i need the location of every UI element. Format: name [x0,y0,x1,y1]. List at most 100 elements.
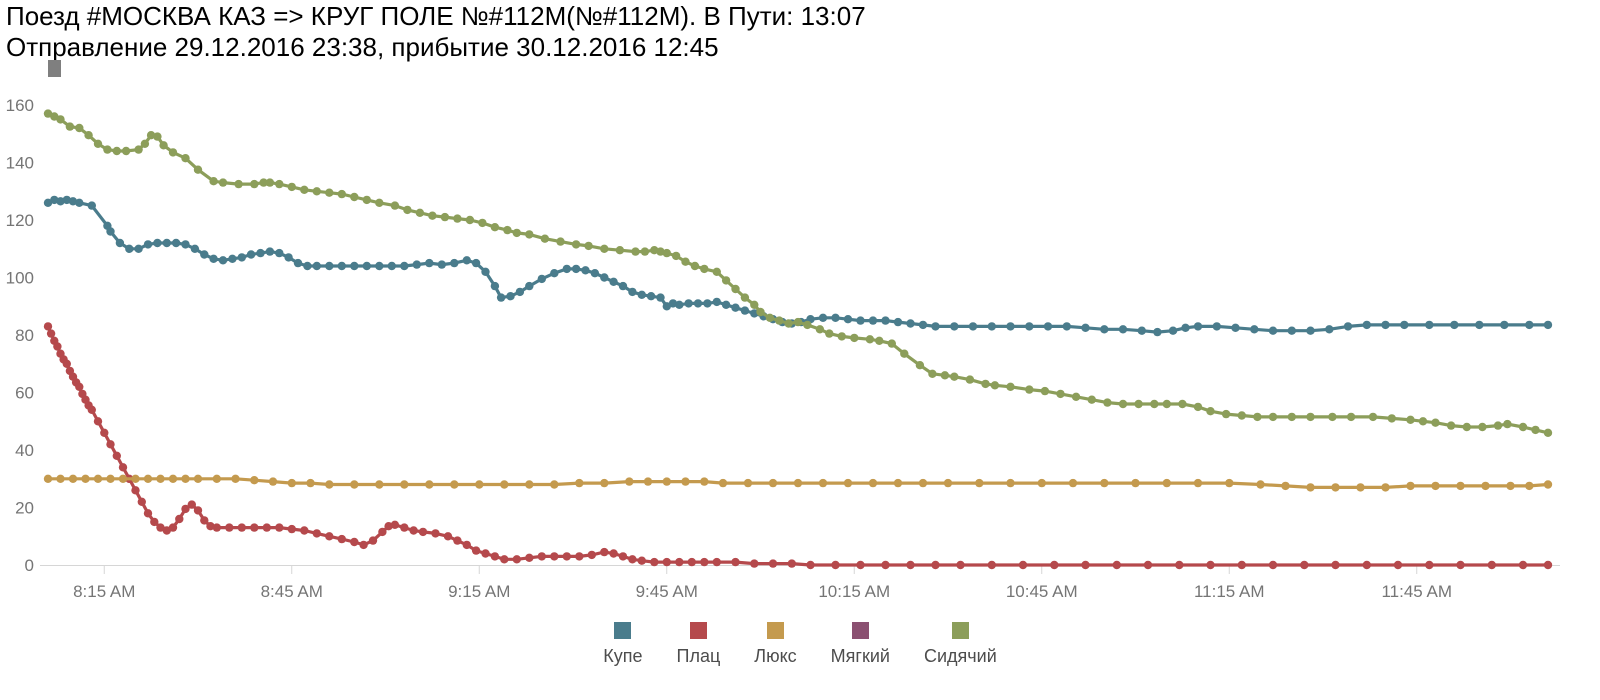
data-point-kupe[interactable] [740,306,750,315]
data-point-lyuks[interactable] [1162,478,1172,488]
data-point-sidyachiy[interactable] [287,182,296,192]
data-point-sidyachiy[interactable] [731,284,740,294]
data-point-plats[interactable] [1237,560,1247,570]
data-point-sidyachiy[interactable] [84,131,93,140]
data-point-lyuks[interactable] [143,474,153,483]
data-point-sidyachiy[interactable] [1040,386,1050,396]
data-point-sidyachiy[interactable] [265,178,275,187]
data-point-sidyachiy[interactable] [671,251,681,261]
data-point-kupe[interactable] [693,299,703,308]
data-point-sidyachiy[interactable] [1268,412,1278,422]
data-point-sidyachiy[interactable] [1431,418,1440,427]
data-point-sidyachiy[interactable] [631,247,640,256]
data-point-plats[interactable] [750,559,759,568]
data-point-lyuks[interactable] [1481,481,1490,491]
data-point-kupe[interactable] [171,238,181,248]
data-point-kupe[interactable] [618,281,628,291]
data-point-kupe[interactable] [818,313,828,322]
data-point-sidyachiy[interactable] [1193,402,1203,412]
data-point-sidyachiy[interactable] [1346,412,1356,422]
data-point-plats[interactable] [650,557,659,567]
data-point-sidyachiy[interactable] [765,313,775,322]
series-line-sidyachiy[interactable] [46,112,1550,435]
data-point-lyuks[interactable] [718,478,728,488]
data-point-kupe[interactable] [312,261,321,271]
data-point-lyuks[interactable] [350,480,359,489]
data-point-plats[interactable] [200,516,209,525]
data-point-plats[interactable] [618,552,628,561]
data-point-plats[interactable] [1112,560,1122,570]
data-point-kupe[interactable] [1137,326,1147,335]
data-point-plats[interactable] [143,509,153,518]
data-point-sidyachiy[interactable] [478,218,487,228]
data-point-plats[interactable] [181,504,190,514]
data-point-kupe[interactable] [1043,322,1053,331]
data-point-sidyachiy[interactable] [1221,409,1231,419]
data-point-sidyachiy[interactable] [584,241,593,251]
data-point-lyuks[interactable] [1525,481,1534,491]
data-point-plats[interactable] [118,463,128,472]
data-point-plats[interactable] [637,556,646,565]
data-point-sidyachiy[interactable] [928,369,937,378]
data-point-kupe[interactable] [525,281,534,291]
data-point-sidyachiy[interactable] [1056,389,1065,399]
data-point-kupe[interactable] [350,261,359,271]
data-point-plats[interactable] [250,523,259,532]
data-point-sidyachiy[interactable] [146,131,156,140]
data-point-lyuks[interactable] [1506,481,1515,491]
data-point-sidyachiy[interactable] [465,215,475,225]
data-point-lyuks[interactable] [250,476,259,485]
data-point-lyuks[interactable] [743,478,753,488]
data-point-kupe[interactable] [1325,325,1334,334]
data-point-sidyachiy[interactable] [1025,385,1034,394]
data-point-plats[interactable] [275,523,284,532]
data-point-lyuks[interactable] [681,477,690,486]
data-point-kupe[interactable] [831,313,840,322]
data-point-kupe[interactable] [506,292,515,301]
data-point-kupe[interactable] [43,198,53,207]
data-point-plats[interactable] [1331,560,1340,570]
data-point-plats[interactable] [1543,560,1553,570]
data-point-sidyachiy[interactable] [712,267,721,276]
data-point-lyuks[interactable] [181,474,190,483]
data-point-sidyachiy[interactable] [1087,395,1097,404]
data-point-plats[interactable] [187,500,196,509]
data-point-sidyachiy[interactable] [390,201,400,210]
data-point-sidyachiy[interactable] [615,246,625,255]
data-point-kupe[interactable] [1306,326,1315,335]
data-point-sidyachiy[interactable] [1418,417,1428,426]
data-point-plats[interactable] [390,520,400,529]
data-point-sidyachiy[interactable] [825,329,834,338]
data-point-plats[interactable] [1487,560,1497,570]
data-point-lyuks[interactable] [306,478,315,488]
data-point-lyuks[interactable] [1356,483,1365,492]
data-point-lyuks[interactable] [500,480,509,489]
data-point-plats[interactable] [237,523,246,532]
data-point-plats[interactable] [1050,560,1059,570]
data-point-plats[interactable] [43,322,53,331]
data-point-plats[interactable] [1518,560,1528,570]
data-point-sidyachiy[interactable] [990,381,1000,390]
data-point-lyuks[interactable] [525,480,534,489]
data-point-sidyachiy[interactable] [1543,428,1553,437]
data-point-plats[interactable] [262,523,271,532]
data-point-plats[interactable] [443,532,453,541]
data-point-kupe[interactable] [703,299,712,308]
data-point-kupe[interactable] [1543,320,1553,330]
data-point-lyuks[interactable] [212,474,221,483]
data-point-plats[interactable] [106,440,115,449]
data-point-sidyachiy[interactable] [1478,422,1487,432]
data-point-plats[interactable] [175,514,184,524]
data-point-kupe[interactable] [646,292,656,301]
data-point-kupe[interactable] [437,260,446,269]
data-point-plats[interactable] [87,405,97,414]
data-point-kupe[interactable] [125,244,134,253]
data-point-kupe[interactable] [400,261,409,271]
legend-item-sidyachiy[interactable]: Сидячий [924,622,997,667]
data-point-kupe[interactable] [1362,320,1372,330]
data-point-sidyachiy[interactable] [93,139,103,148]
data-point-sidyachiy[interactable] [209,177,218,186]
data-point-plats[interactable] [675,557,684,567]
data-point-plats[interactable] [378,527,387,537]
data-point-plats[interactable] [53,342,62,351]
